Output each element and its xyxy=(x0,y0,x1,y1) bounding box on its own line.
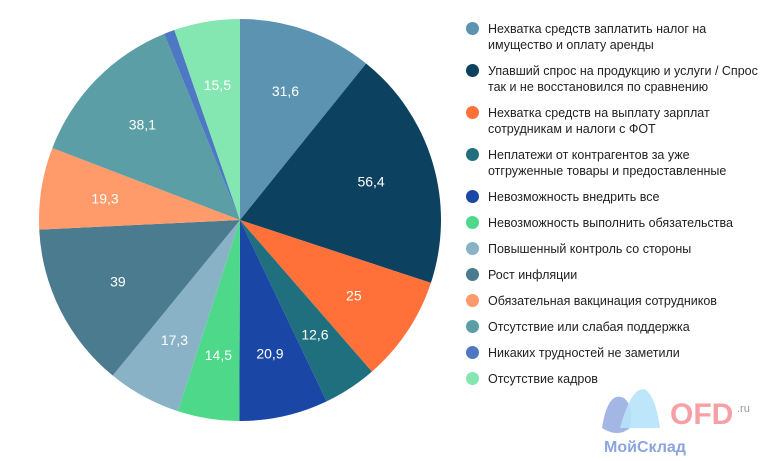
data-label: 14,5 xyxy=(205,347,232,363)
legend-label: Невозможность внедрить все xyxy=(488,190,660,204)
legend-label: Нехватка средств на выплату зарплат сотр… xyxy=(488,106,710,136)
brand-ofd: OFD xyxy=(670,398,733,431)
legend-label: Обязательная вакцинация сотрудников xyxy=(488,294,717,308)
legend-label: Никаких трудностей не заметили xyxy=(488,346,680,360)
legend-swatch xyxy=(466,242,479,255)
legend-item: Обязательная вакцинация сотрудников xyxy=(466,293,763,309)
data-label: 20,9 xyxy=(256,345,283,361)
legend-label: Неплатежи от контрагентов за уже отгруже… xyxy=(488,148,727,178)
legend-label: Нехватка средств заплатить налог на имущ… xyxy=(488,22,707,52)
legend-label: Рост инфляции xyxy=(488,268,578,282)
legend-label: Упавший спрос на продукцию и услуги / Сп… xyxy=(488,64,758,94)
pie-slice xyxy=(174,19,240,220)
legend-item: Отсутствие кадров xyxy=(466,371,763,387)
data-label: 15,5 xyxy=(204,77,231,93)
data-label: 39 xyxy=(110,273,126,289)
legend-swatch xyxy=(466,320,479,333)
legend-swatch xyxy=(466,294,479,307)
pie-slice xyxy=(38,147,240,230)
legend-swatch xyxy=(466,64,479,77)
data-label: 17,3 xyxy=(161,332,188,348)
legend-item: Нехватка средств на выплату зарплат сотр… xyxy=(466,105,763,137)
legend-swatch xyxy=(466,148,479,161)
pie-slice xyxy=(240,220,431,372)
data-label: 19,3 xyxy=(91,190,118,206)
pie-slice xyxy=(52,33,240,220)
legend-item: Нехватка средств заплатить налог на имущ… xyxy=(466,21,763,53)
data-label: 38,1 xyxy=(129,116,156,132)
brand-ofd-suffix: .ru xyxy=(737,403,750,415)
pie-slice xyxy=(239,220,327,421)
pie-slice xyxy=(177,220,240,421)
legend: Нехватка средств заплатить налог на имущ… xyxy=(466,21,763,397)
pie-slice xyxy=(112,220,240,412)
legend-swatch xyxy=(466,346,479,359)
data-label: 12,6 xyxy=(301,326,328,342)
data-label: 56,4 xyxy=(357,173,384,189)
data-label: 25 xyxy=(346,288,362,304)
legend-item: Невозможность внедрить все xyxy=(466,189,763,205)
legend-item: Неплатежи от контрагентов за уже отгруже… xyxy=(466,147,763,179)
legend-label: Отсутствие кадров xyxy=(488,372,598,386)
legend-swatch xyxy=(466,216,479,229)
legend-label: Невозможность выполнить обязательства xyxy=(488,216,733,230)
legend-swatch xyxy=(466,268,479,281)
pie-slice xyxy=(240,63,441,283)
legend-swatch xyxy=(466,22,479,35)
legend-label: Отсутствие или слабая поддержка xyxy=(488,320,690,334)
legend-swatch xyxy=(466,372,479,385)
legend-item: Невозможность выполнить обязательства xyxy=(466,215,763,231)
data-label: 31,6 xyxy=(272,83,299,99)
legend-swatch xyxy=(466,106,479,119)
pie-slice xyxy=(240,19,367,220)
legend-label: Повышенный контроль со стороны xyxy=(488,242,692,256)
pie-slice xyxy=(240,220,372,402)
legend-item: Упавший спрос на продукцию и услуги / Сп… xyxy=(466,63,763,95)
brand-moysklad: МойСклад xyxy=(604,439,686,456)
legend-item: Отсутствие или слабая поддержка xyxy=(466,319,763,335)
pie-slice xyxy=(39,220,241,376)
legend-swatch xyxy=(466,190,479,203)
legend-item: Рост инфляции xyxy=(466,267,763,283)
pie-chart: 31,6 56,4 25 12,6 20,9 14,5 17,3 39 19,3 38,1 15,5 xyxy=(38,19,441,421)
legend-item: Никаких трудностей не заметили xyxy=(466,345,763,361)
watermark-logo: МойСклад OFD .ru xyxy=(602,389,750,456)
legend-item: Повышенный контроль со стороны xyxy=(466,241,763,257)
pie-slice xyxy=(164,30,240,221)
